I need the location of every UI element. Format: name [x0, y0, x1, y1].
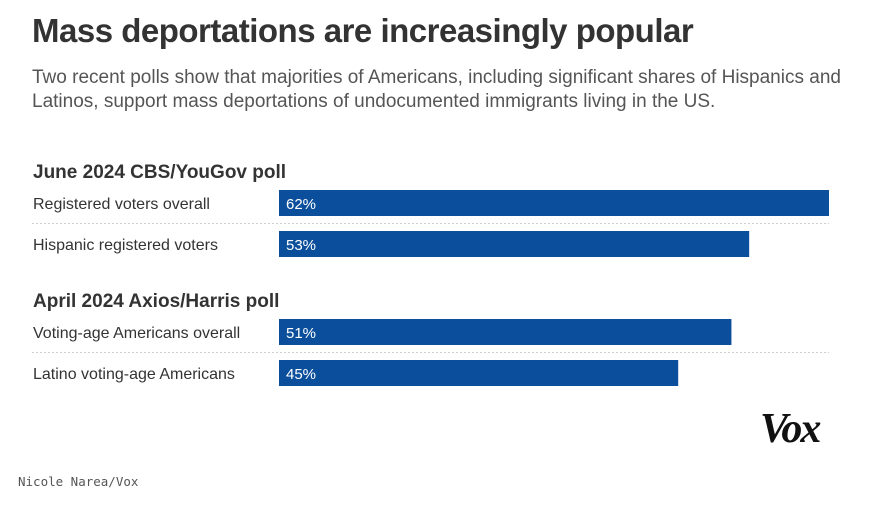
bar — [279, 319, 732, 345]
bar-value-label: 45% — [286, 366, 316, 383]
bar-value-label: 62% — [286, 196, 316, 213]
chart-credit: Nicole Narea/Vox — [18, 474, 139, 489]
bar-value-label: 51% — [286, 325, 316, 342]
vox-logo: Vox — [760, 406, 821, 452]
bar — [279, 190, 829, 216]
category-label: Latino voting-age Americans — [33, 366, 235, 383]
group-title: April 2024 Axios/Harris poll — [33, 291, 279, 312]
bar — [279, 231, 750, 257]
bar-value-label: 53% — [286, 237, 316, 254]
category-label: Hispanic registered voters — [33, 237, 218, 254]
group-title: June 2024 CBS/YouGov poll — [33, 162, 286, 183]
bar — [279, 360, 679, 386]
category-label: Registered voters overall — [33, 196, 210, 213]
chart-subtitle: Two recent polls show that majorities of… — [32, 67, 841, 112]
chart-title: Mass deportations are increasingly popul… — [32, 12, 694, 49]
category-label: Voting-age Americans overall — [33, 325, 240, 342]
